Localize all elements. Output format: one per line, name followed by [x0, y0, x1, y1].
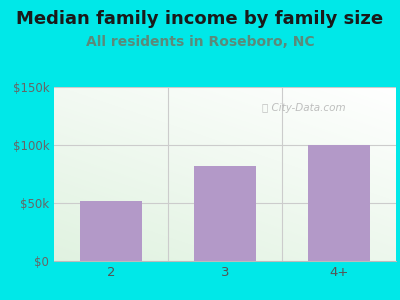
- Bar: [194, 166, 256, 261]
- Text: All residents in Roseboro, NC: All residents in Roseboro, NC: [86, 34, 314, 49]
- Bar: [80, 201, 142, 261]
- Text: Median family income by family size: Median family income by family size: [16, 11, 384, 28]
- Bar: [308, 145, 370, 261]
- Text: ⌕ City-Data.com: ⌕ City-Data.com: [262, 103, 346, 113]
